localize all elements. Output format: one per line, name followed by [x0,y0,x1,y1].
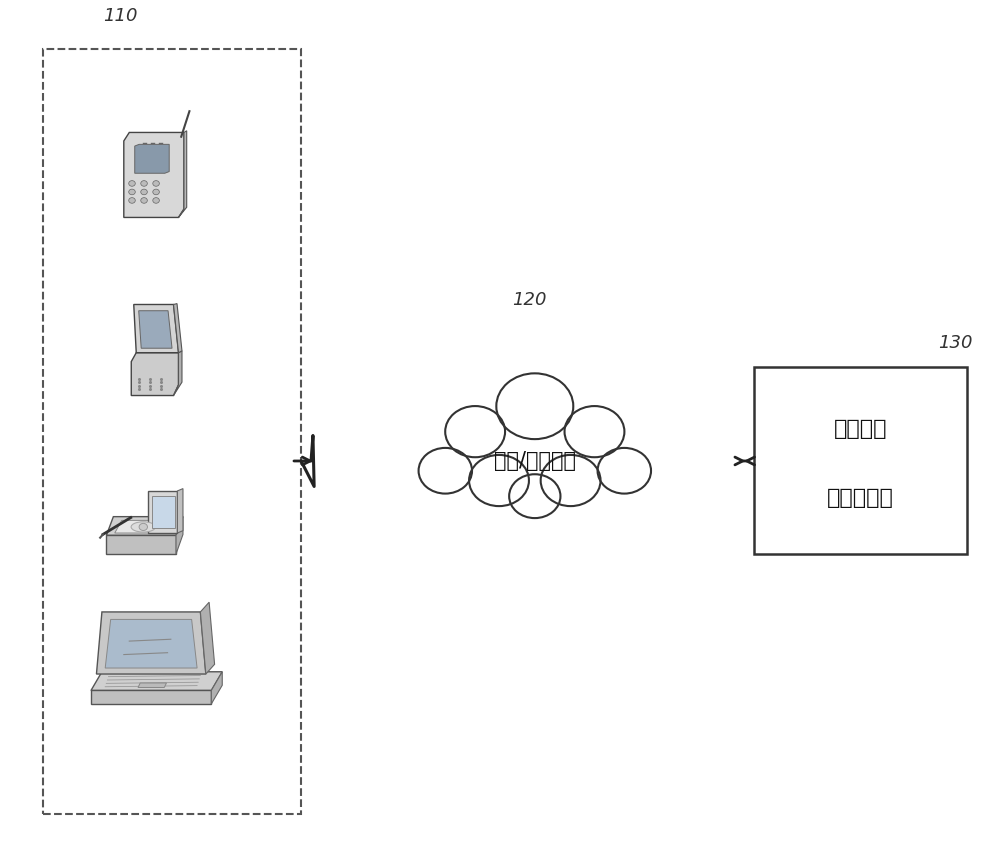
Polygon shape [178,131,187,217]
Circle shape [419,448,472,494]
Circle shape [129,198,135,204]
Polygon shape [105,619,197,668]
Polygon shape [96,612,206,674]
Text: 增强现实: 增强现实 [834,419,887,439]
Circle shape [141,180,147,186]
FancyBboxPatch shape [43,49,301,813]
Polygon shape [176,516,183,554]
Polygon shape [174,350,182,395]
Ellipse shape [425,387,644,544]
Polygon shape [115,521,173,533]
FancyBboxPatch shape [754,368,967,554]
Circle shape [496,374,573,439]
Circle shape [469,455,529,506]
Circle shape [141,198,147,204]
Polygon shape [211,672,222,704]
Circle shape [509,474,560,518]
Circle shape [139,523,147,531]
Polygon shape [106,535,176,554]
Circle shape [141,189,147,195]
Polygon shape [138,683,166,687]
Polygon shape [124,132,184,217]
Ellipse shape [131,521,155,532]
Polygon shape [152,496,175,528]
Polygon shape [135,144,169,174]
Polygon shape [134,304,178,353]
Circle shape [129,189,135,195]
Circle shape [598,448,651,494]
Polygon shape [177,489,183,533]
Polygon shape [139,311,172,348]
Polygon shape [200,602,215,674]
Polygon shape [91,691,211,704]
Text: 有线/无线网络: 有线/无线网络 [494,451,576,471]
Circle shape [445,406,505,457]
Text: 120: 120 [513,291,547,309]
Text: 130: 130 [938,334,972,352]
Circle shape [129,180,135,186]
Polygon shape [174,303,182,353]
Text: 110: 110 [103,7,137,25]
Polygon shape [106,516,183,535]
Circle shape [153,198,159,204]
Circle shape [153,189,159,195]
Polygon shape [131,353,178,395]
Polygon shape [91,672,222,691]
Circle shape [541,455,601,506]
Polygon shape [148,491,177,533]
Circle shape [153,180,159,186]
Circle shape [565,406,624,457]
Text: 提供服务器: 提供服务器 [827,489,894,509]
